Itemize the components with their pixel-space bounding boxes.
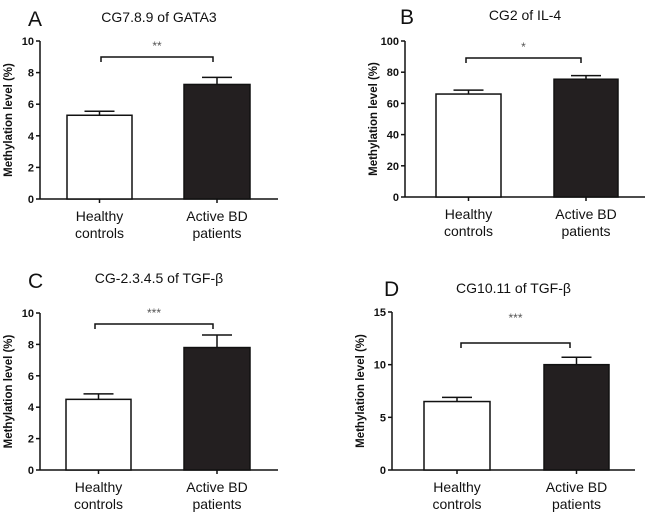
bar-healthy-controls bbox=[66, 114, 133, 200]
y-axis-label: Methylation level (%) bbox=[3, 334, 15, 448]
y-tick-label: 0 bbox=[393, 192, 399, 204]
significance-label: * bbox=[521, 40, 526, 54]
panel-title: CG10.11 of TGF-β bbox=[456, 280, 571, 296]
panel-a: A CG7.8.9 of GATA3 0 2 4 6 8 10 Methylation leve… bbox=[3, 8, 278, 241]
panel-letter: A bbox=[28, 8, 42, 31]
significance-label: *** bbox=[147, 306, 161, 320]
x-tick-label: Healthy bbox=[445, 206, 492, 222]
panel-b: B CG2 of IL-4 0 20 40 60 80 100 Methylation leve… bbox=[368, 6, 645, 239]
y-tick-label: 60 bbox=[387, 98, 399, 110]
panel-title: CG-2.3.4.5 of TGF-β bbox=[95, 270, 223, 286]
x-tick-label: Active BD bbox=[555, 206, 616, 222]
y-tick-label: 4 bbox=[28, 402, 35, 414]
y-tick-label: 10 bbox=[22, 36, 34, 48]
bar-healthy-controls bbox=[65, 398, 132, 471]
y-tick-label: 10 bbox=[22, 308, 34, 320]
bar-active-bd-patients bbox=[553, 78, 619, 198]
y-tick-label: 2 bbox=[28, 162, 34, 174]
x-tick-label: controls bbox=[74, 496, 123, 512]
x-tick-label: controls bbox=[444, 223, 493, 239]
y-tick-label: 6 bbox=[28, 371, 34, 383]
y-tick-label: 0 bbox=[380, 465, 386, 477]
y-axis-label: Methylation level (%) bbox=[355, 334, 367, 448]
panel-letter: D bbox=[384, 278, 399, 301]
y-tick-label: 0 bbox=[28, 194, 34, 206]
y-tick-label: 15 bbox=[374, 307, 386, 319]
x-tick-label: patients bbox=[192, 496, 241, 512]
y-tick-label: 8 bbox=[28, 339, 34, 351]
y-tick-label: 0 bbox=[28, 465, 34, 477]
significance-bracket bbox=[465, 57, 582, 63]
y-tick-label: 4 bbox=[28, 131, 35, 143]
significance-bracket bbox=[94, 323, 214, 329]
x-tick-label: patients bbox=[552, 496, 601, 512]
x-tick-label: Healthy bbox=[76, 208, 123, 224]
y-tick-label: 5 bbox=[380, 412, 386, 424]
y-axis-label: Methylation level (%) bbox=[3, 63, 15, 177]
bar-healthy-controls bbox=[423, 400, 491, 471]
bar-active-bd-patients bbox=[183, 83, 251, 200]
y-axis-label: Methylation level (%) bbox=[368, 62, 380, 176]
y-tick-label: 8 bbox=[28, 68, 34, 80]
x-tick-label: controls bbox=[432, 496, 481, 512]
panel-letter: C bbox=[28, 270, 43, 293]
significance-label: ** bbox=[152, 39, 162, 53]
x-tick-label: Healthy bbox=[75, 479, 122, 495]
panel-d: D CG10.11 of TGF-β 0 5 10 15 Methylation level… bbox=[355, 278, 635, 512]
x-tick-label: patients bbox=[561, 223, 610, 239]
bar-active-bd-patients bbox=[183, 346, 251, 471]
panel-letter: B bbox=[400, 6, 414, 29]
x-tick-label: controls bbox=[75, 225, 124, 241]
x-tick-label: patients bbox=[192, 225, 241, 241]
y-tick-label: 40 bbox=[387, 130, 399, 142]
panel-title: CG7.8.9 of GATA3 bbox=[101, 9, 217, 25]
y-tick-label: 100 bbox=[381, 36, 399, 48]
y-tick-label: 6 bbox=[28, 99, 34, 111]
significance-label: *** bbox=[508, 311, 522, 325]
significance-bracket bbox=[100, 56, 214, 62]
y-tick-label: 80 bbox=[387, 67, 399, 79]
y-tick-label: 10 bbox=[374, 360, 386, 372]
bar-healthy-controls bbox=[435, 93, 502, 198]
significance-bracket bbox=[460, 342, 571, 348]
bar-active-bd-patients bbox=[543, 363, 610, 471]
panel-title: CG2 of IL-4 bbox=[489, 7, 562, 23]
y-tick-label: 20 bbox=[387, 161, 399, 173]
x-tick-label: Active BD bbox=[186, 479, 247, 495]
y-tick-label: 2 bbox=[28, 434, 34, 446]
panel-c: C CG-2.3.4.5 of TGF-β 0 2 4 6 8 10 Methylation l… bbox=[3, 270, 278, 512]
x-tick-label: Active BD bbox=[546, 479, 607, 495]
x-tick-label: Active BD bbox=[186, 208, 247, 224]
x-tick-label: Healthy bbox=[433, 479, 480, 495]
